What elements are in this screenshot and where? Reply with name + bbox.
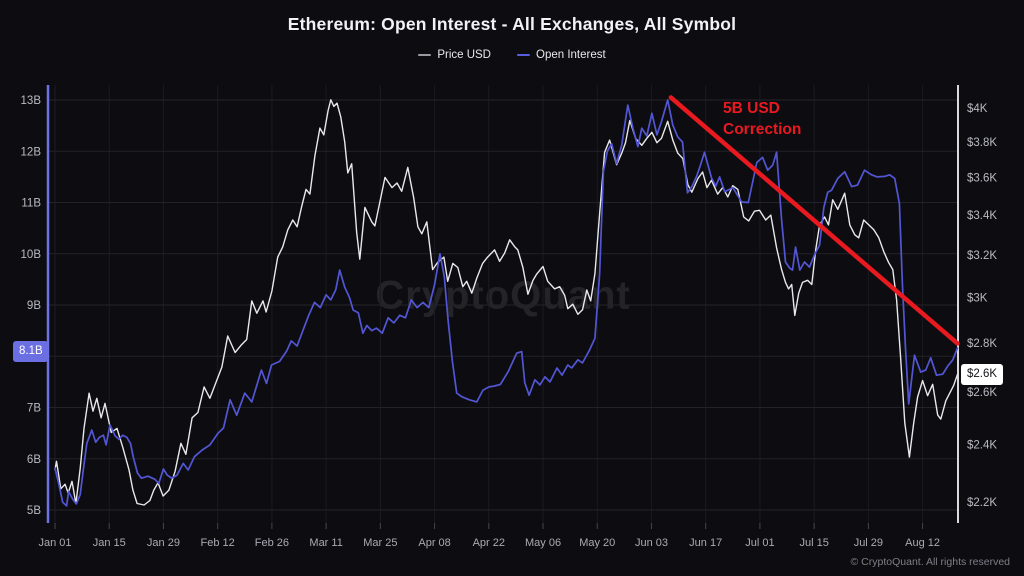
right-axis-tick-label: $2.6K bbox=[967, 387, 997, 399]
price-usd-swatch-icon bbox=[418, 54, 432, 56]
left-axis-tick-label: 9B bbox=[27, 300, 41, 312]
x-tick-label: Jan 15 bbox=[93, 537, 126, 549]
right-axis-tick-label: $4K bbox=[967, 103, 988, 115]
right-axis-tick-label: $2.2K bbox=[967, 497, 997, 509]
x-tick-label: Jun 17 bbox=[689, 537, 722, 549]
x-tick-label: Apr 08 bbox=[418, 537, 450, 549]
x-tick-label: May 06 bbox=[525, 537, 561, 549]
x-tick-label: Jul 29 bbox=[854, 537, 883, 549]
x-tick-label: Mar 25 bbox=[363, 537, 397, 549]
left-axis-tick-label: 5B bbox=[27, 505, 41, 517]
correction-trendline bbox=[668, 95, 960, 346]
left-axis-tick-label: 7B bbox=[27, 403, 41, 415]
page-title: Ethereum: Open Interest - All Exchanges,… bbox=[287, 14, 737, 34]
x-tick-label: Jan 29 bbox=[147, 537, 180, 549]
x-tick-label: Jun 03 bbox=[635, 537, 668, 549]
legend-label: Price USD bbox=[437, 49, 491, 61]
right-axis-tick-label: $3.4K bbox=[967, 210, 997, 222]
x-tick-label: Feb 26 bbox=[255, 537, 289, 549]
right-axis-tick-label: $2.8K bbox=[967, 338, 997, 350]
x-tick-label: Mar 11 bbox=[309, 537, 342, 549]
correction-annotation: 5B USD Correction bbox=[723, 98, 801, 140]
left-axis-tick-label: 13B bbox=[21, 95, 42, 107]
price-value-badge: $2.6K bbox=[961, 364, 1004, 385]
right-axis-tick-label: $3.2K bbox=[967, 250, 997, 262]
right-axis-tick-label: $3K bbox=[967, 293, 988, 305]
annotation-line2: Correction bbox=[723, 121, 802, 138]
legend-item-open-interest[interactable]: Open Interest bbox=[517, 49, 606, 61]
chart-legend: Price USD Open Interest bbox=[0, 49, 1024, 61]
left-axis-tick-label: 12B bbox=[21, 146, 42, 158]
right-axis-tick-label: $3.8K bbox=[967, 137, 997, 149]
legend-item-price-usd[interactable]: Price USD bbox=[418, 49, 491, 61]
open-interest-value-badge: 8.1B bbox=[13, 341, 48, 362]
open-interest-line[interactable] bbox=[54, 99, 959, 507]
copyright-footer: © CryptoQuant. All rights reserved bbox=[850, 556, 1010, 568]
left-axis-tick-label: 6B bbox=[27, 454, 41, 466]
right-axis-tick-label: $2.4K bbox=[967, 440, 997, 452]
x-tick-label: Jan 01 bbox=[38, 537, 71, 549]
left-axis-tick-label: 11B bbox=[21, 198, 41, 210]
right-axis-tick-label: $3.6K bbox=[967, 172, 997, 184]
open-interest-swatch-icon bbox=[517, 54, 530, 56]
price-line[interactable] bbox=[54, 99, 959, 506]
x-tick-label: Jul 01 bbox=[745, 537, 774, 549]
x-tick-label: May 20 bbox=[579, 537, 615, 549]
x-tick-label: Apr 22 bbox=[473, 537, 505, 549]
x-tick-label: Aug 12 bbox=[905, 537, 940, 549]
x-tick-label: Jul 15 bbox=[799, 537, 828, 549]
x-tick-label: Feb 12 bbox=[201, 537, 235, 549]
legend-label: Open Interest bbox=[536, 49, 606, 61]
annotation-line1: 5B USD bbox=[723, 100, 780, 117]
left-axis-tick-label: 10B bbox=[21, 249, 42, 261]
